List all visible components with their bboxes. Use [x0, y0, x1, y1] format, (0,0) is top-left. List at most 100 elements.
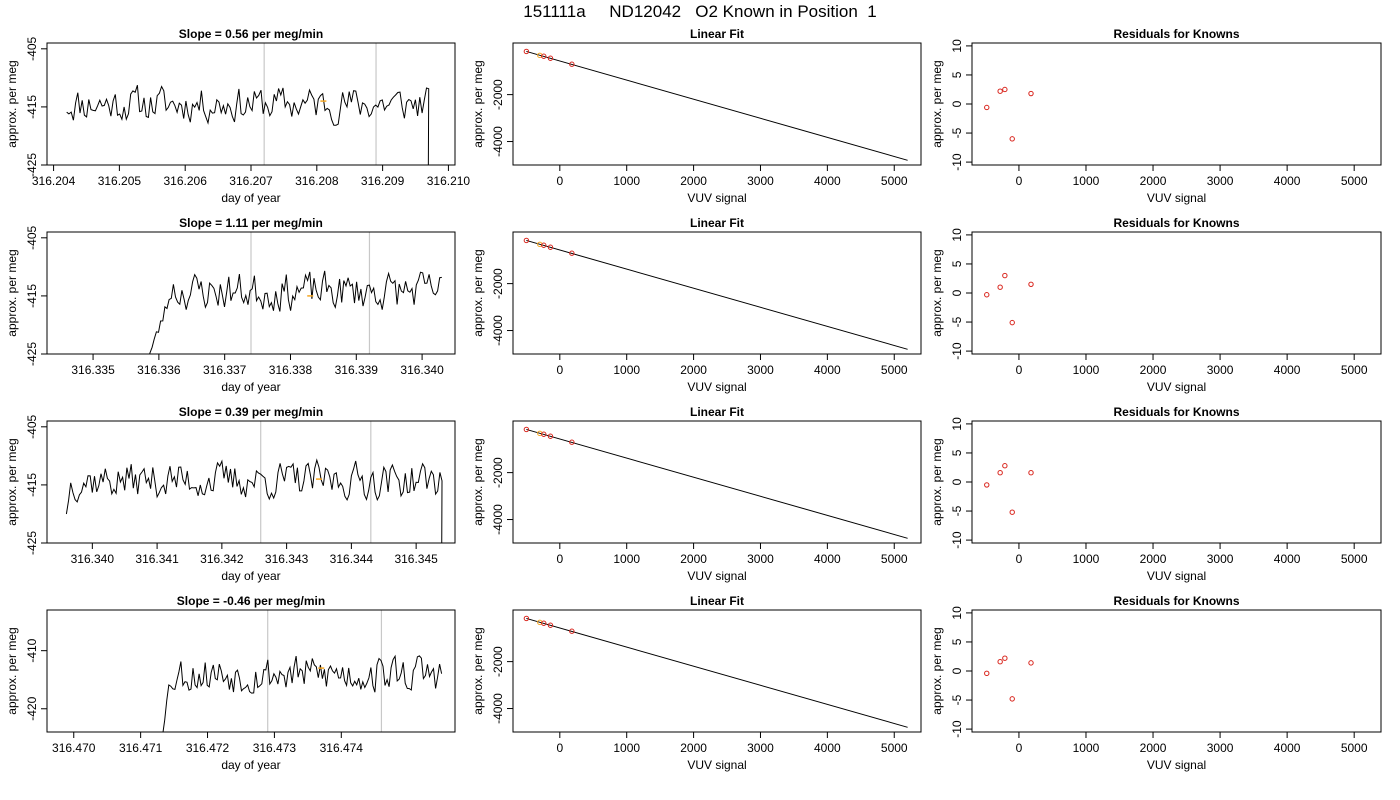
y-axis-label: approx. per meg [471, 438, 485, 525]
plot-area [523, 48, 908, 161]
x-tick-label: 1000 [613, 552, 640, 566]
panel-title: Slope = -0.46 per meg/min [177, 594, 325, 608]
plot-frame [512, 231, 922, 355]
x-tick-label: 2000 [1140, 363, 1167, 377]
x-axis-label: day of year [221, 569, 280, 583]
series-line [162, 654, 443, 732]
plot-frame [971, 42, 1382, 166]
x-tick-label: 2000 [680, 363, 707, 377]
plot-frame [512, 609, 922, 733]
y-tick-label: -2000 [491, 457, 505, 488]
x-axis-label: VUV signal [687, 758, 746, 772]
y-axis-label: approx. per meg [5, 438, 19, 525]
plot-frame [46, 42, 456, 166]
plot-frame [512, 420, 922, 544]
plot-frame [46, 231, 456, 355]
x-tick-label: 316.342 [200, 552, 244, 566]
x-tick-label: 0 [556, 741, 563, 755]
y-tick-label: -425 [25, 153, 39, 177]
x-tick-label: 316.471 [119, 741, 163, 755]
y-tick-label: 5 [950, 71, 964, 78]
x-tick-label: 5000 [881, 174, 908, 188]
data-point [1009, 509, 1015, 515]
data-point [1009, 319, 1015, 326]
x-tick-label: 5000 [881, 741, 908, 755]
data-point [997, 284, 1003, 290]
data-point [541, 53, 547, 59]
y-axis-label: approx. per meg [5, 627, 19, 714]
x-tick-label: 1000 [613, 363, 640, 377]
panel-9: Residuals for Knowns 0 1000 2000 3000 4000 500… [930, 405, 1382, 583]
x-tick-label: 316.205 [98, 174, 142, 188]
x-tick-label: 4000 [814, 741, 841, 755]
y-tick-label: -10 [950, 153, 964, 171]
y-tick-label: -10 [950, 531, 964, 549]
y-tick-label: 10 [950, 39, 964, 53]
x-tick-label: 3000 [747, 174, 774, 188]
x-tick-label: 316.345 [394, 552, 438, 566]
x-tick-label: 316.210 [427, 174, 471, 188]
series-line [65, 458, 443, 543]
x-axis-label: day of year [221, 380, 280, 394]
data-point [1028, 281, 1034, 287]
y-tick-label: 5 [950, 638, 964, 645]
data-point [984, 670, 990, 677]
x-tick-label: 3000 [747, 552, 774, 566]
plot-area [984, 272, 1034, 326]
x-tick-label: 4000 [1274, 363, 1301, 377]
y-tick-label: -4000 [491, 315, 505, 346]
x-axis-label: VUV signal [1147, 191, 1206, 205]
panel-title: Residuals for Knowns [1113, 594, 1239, 608]
panel-title: Slope = 0.56 per meg/min [179, 27, 323, 41]
x-axis-label: VUV signal [687, 569, 746, 583]
x-tick-label: 3000 [1207, 174, 1234, 188]
data-point [547, 433, 554, 439]
x-tick-label: 1000 [613, 174, 640, 188]
x-tick-label: 316.343 [265, 552, 309, 566]
x-tick-label: 316.472 [186, 741, 230, 755]
x-tick-label: 1000 [613, 741, 640, 755]
y-tick-label: 0 [950, 100, 964, 107]
x-tick-label: 3000 [1207, 552, 1234, 566]
y-axis-label: approx. per meg [930, 627, 944, 714]
panel-1: Slope = 0.56 per meg/min 316.204 316.205 31… [5, 27, 470, 205]
y-tick-label: -405 [25, 36, 39, 60]
y-tick-label: 10 [950, 606, 964, 620]
data-point [569, 250, 575, 256]
data-point [1009, 136, 1015, 142]
data-point [541, 431, 547, 437]
y-tick-label: 0 [950, 667, 964, 674]
x-tick-label: 0 [1016, 552, 1023, 566]
x-tick-label: 5000 [881, 552, 908, 566]
x-tick-label: 0 [556, 363, 563, 377]
x-tick-label: 5000 [1341, 174, 1368, 188]
x-tick-label: 1000 [1073, 741, 1100, 755]
data-point [1028, 90, 1034, 97]
y-tick-label: 10 [950, 228, 964, 242]
x-tick-label: 316.341 [135, 552, 179, 566]
panel-title: Linear Fit [690, 594, 744, 608]
data-point [997, 470, 1003, 476]
y-axis-label: approx. per meg [930, 249, 944, 336]
y-tick-label: -4000 [491, 693, 505, 724]
fit-line [526, 239, 908, 350]
panel-4: Slope = 1.11 per meg/min 316.335 316.336 31… [5, 216, 456, 394]
data-point [569, 439, 575, 445]
data-point [1028, 660, 1034, 666]
y-tick-label: -415 [25, 95, 39, 119]
x-tick-label: 5000 [1341, 741, 1368, 755]
y-tick-label: -425 [25, 531, 39, 555]
plot-area [65, 421, 443, 543]
x-tick-label: 5000 [881, 363, 908, 377]
x-tick-label: 4000 [814, 363, 841, 377]
y-tick-label: -405 [25, 225, 39, 249]
x-tick-label: 316.204 [32, 174, 76, 188]
y-tick-label: -420 [25, 696, 39, 720]
x-tick-label: 316.474 [320, 741, 364, 755]
x-tick-label: 2000 [1140, 552, 1167, 566]
x-tick-label: 2000 [1140, 741, 1167, 755]
y-tick-label: -5 [950, 694, 964, 705]
x-axis-label: VUV signal [1147, 380, 1206, 394]
x-axis-label: VUV signal [1147, 758, 1206, 772]
